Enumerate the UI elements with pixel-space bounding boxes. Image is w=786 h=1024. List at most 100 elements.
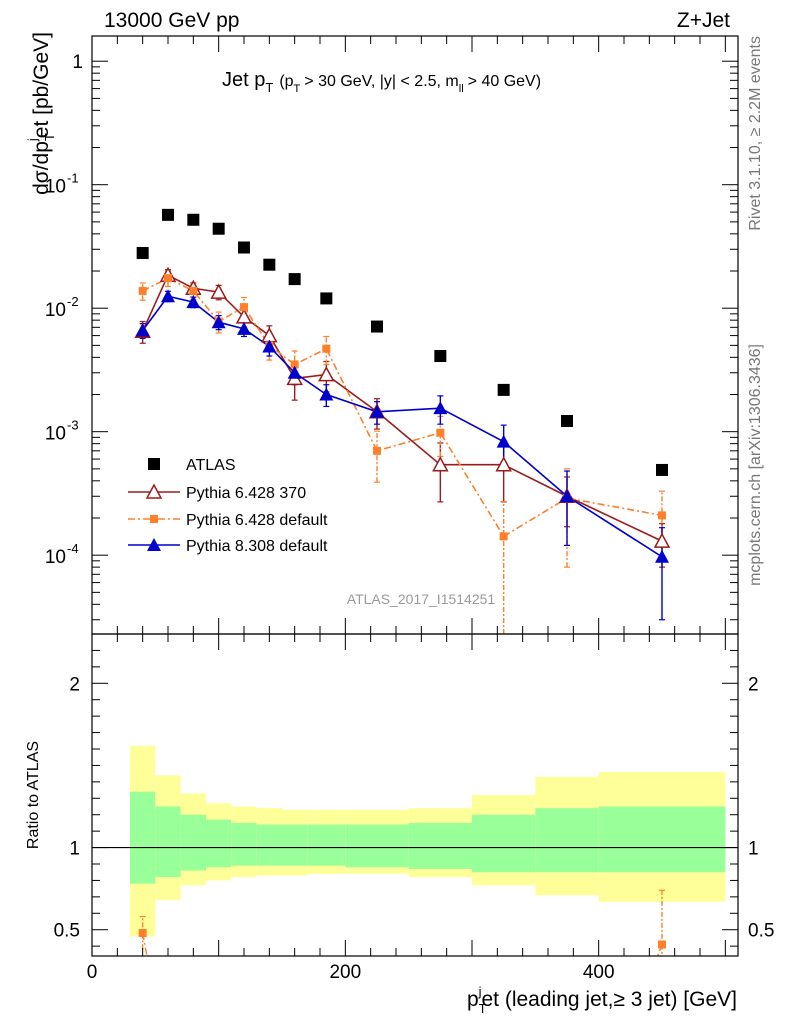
data-point-3 [560, 489, 574, 503]
data-point-2 [290, 360, 299, 369]
data-point-atlas [561, 415, 573, 428]
band-green [598, 806, 726, 873]
data-point-2 [373, 446, 381, 455]
data-point-3 [287, 365, 302, 379]
xlabel-a: p [467, 988, 479, 1011]
title-prefix: Jet p [222, 69, 265, 91]
main-y-tick-label: 10 [45, 177, 66, 198]
main-y-tick-label-exponent: -2 [67, 294, 79, 309]
band-green [472, 814, 536, 873]
data-point-atlas [497, 383, 510, 396]
ratio-panel: 0.5 0.5 1 1 2 2 0 200 400 Ratio to ATLAS pTjet … [25, 633, 775, 1016]
title-cuts-end: > 40 GeV) [468, 73, 541, 90]
legend-marker-py6-370 [145, 483, 163, 499]
band-green [231, 822, 257, 866]
data-point-2 [658, 511, 666, 520]
process-label: Z+Jet [677, 9, 730, 32]
ratio-axis-ticks [91, 634, 738, 956]
ratio-y-tick-label-right: 2 [748, 674, 759, 695]
data-point-3 [237, 321, 251, 335]
data-point-atlas [288, 273, 301, 286]
data-point-3 [496, 434, 511, 448]
main-y-tick-label-exponent: -4 [67, 541, 79, 556]
data-point-1 [495, 456, 512, 472]
x-axis-label: pTjet (leading jet,≥ 3 jet) [GeV] [467, 984, 737, 1016]
x-tick-label: 200 [329, 962, 361, 983]
ratio-y-tick-label-left: 0.5 [54, 921, 80, 942]
ratio-series-layer [138, 889, 666, 956]
main-y-tick-label: 10 [45, 547, 66, 568]
xlabel-sup: j [478, 984, 482, 999]
data-point-3 [186, 295, 201, 309]
xlabel-sub: T [479, 1001, 487, 1016]
data-point-2 [322, 344, 331, 353]
ratio-y-tick-label-left: 2 [69, 674, 80, 695]
ylabel-sub: T [42, 133, 57, 141]
title-cuts-sub2: ll [459, 83, 464, 95]
main-series-layer [134, 208, 671, 634]
ylabel-a: dσ/dp [30, 141, 53, 195]
data-point-3 [319, 387, 334, 401]
band-green [282, 824, 308, 866]
data-point-1 [432, 456, 449, 472]
main-y-tick-label: 10 [45, 300, 66, 321]
legend-label-py6-default: Pythia 6.428 default [186, 512, 328, 529]
data-point-atlas [371, 320, 383, 333]
ratio-y-tick-label-right: 1 [748, 839, 759, 860]
data-point-atlas [434, 350, 447, 363]
title-cuts-rest: > 30 GeV, |y| < 2.5, m [304, 73, 458, 90]
band-green [408, 822, 472, 869]
data-point-2 [240, 303, 248, 312]
data-point-3 [161, 289, 175, 303]
x-tick-label: 0 [87, 962, 98, 983]
legend-label-py6-370: Pythia 6.428 370 [186, 485, 306, 502]
band-green [155, 806, 181, 878]
data-point-3 [433, 401, 448, 415]
ratio-y-tick-labels: 0.5 0.5 1 1 2 2 [54, 674, 775, 941]
band-green [345, 824, 409, 868]
ratio-y-axis-label: Ratio to ATLAS [25, 741, 42, 849]
data-point-3 [262, 339, 277, 353]
main-axis-ticks [91, 36, 738, 634]
data-point-atlas [320, 292, 333, 305]
legend: ATLAS Pythia 6.428 370 Pythia 6.428 defa… [128, 457, 328, 555]
band-green [130, 791, 156, 884]
main-y-tick-label-exponent: -1 [67, 171, 79, 186]
analysis-watermark: ATLAS_2017_I1514251 [347, 591, 496, 607]
data-point-2 [138, 286, 147, 295]
legend-marker-py8-default [147, 538, 161, 551]
data-point-2 [164, 274, 172, 283]
ratio-y-tick-label-left: 1 [69, 839, 80, 860]
band-green [256, 824, 282, 866]
data-point-1 [210, 283, 227, 299]
legend-label-py8-default: Pythia 8.308 default [186, 538, 328, 555]
data-point-atlas [212, 222, 225, 235]
data-point-atlas [162, 208, 174, 221]
main-y-tick-label: 1 [72, 52, 83, 73]
title-sub: T [265, 80, 273, 95]
title-cuts-sub: T [294, 83, 301, 95]
data-point-atlas [187, 213, 200, 226]
title-cuts: (p [279, 73, 293, 90]
data-point-1 [318, 366, 335, 382]
ratio-connector [141, 932, 148, 956]
data-point-1 [653, 532, 671, 548]
data-point-atlas [136, 246, 149, 259]
ylabel-b: et [pb/GeV] [30, 32, 53, 138]
main-panel: 10 -410 -310 -210 -11 Jet pT (pT > 30 GeV, |y|… [25, 32, 739, 635]
main-title: Jet pT (pT > 30 GeV, |y| < 2.5, mll > 40 Ge… [222, 69, 541, 95]
rivet-label: Rivet 3.1.10, ≥ 2.2M events [747, 36, 764, 231]
band-green [307, 824, 346, 866]
main-y-tick-label-exponent: -3 [67, 418, 79, 433]
ylabel-sup: j [25, 138, 40, 142]
data-point-3 [655, 549, 669, 563]
legend-marker-py6-default [150, 515, 158, 523]
ratio-connector [656, 944, 663, 956]
main-y-tick-label: 10 [45, 424, 66, 445]
energy-label: 13000 GeV pp [104, 9, 239, 32]
main-y-axis-label: dσ/dpTjet [pb/GeV] [25, 32, 57, 195]
data-point-atlas [263, 258, 276, 271]
data-point-3 [370, 404, 384, 418]
mcplots-label: mcplots.cern.ch [arXiv:1306.3436] [747, 344, 764, 586]
